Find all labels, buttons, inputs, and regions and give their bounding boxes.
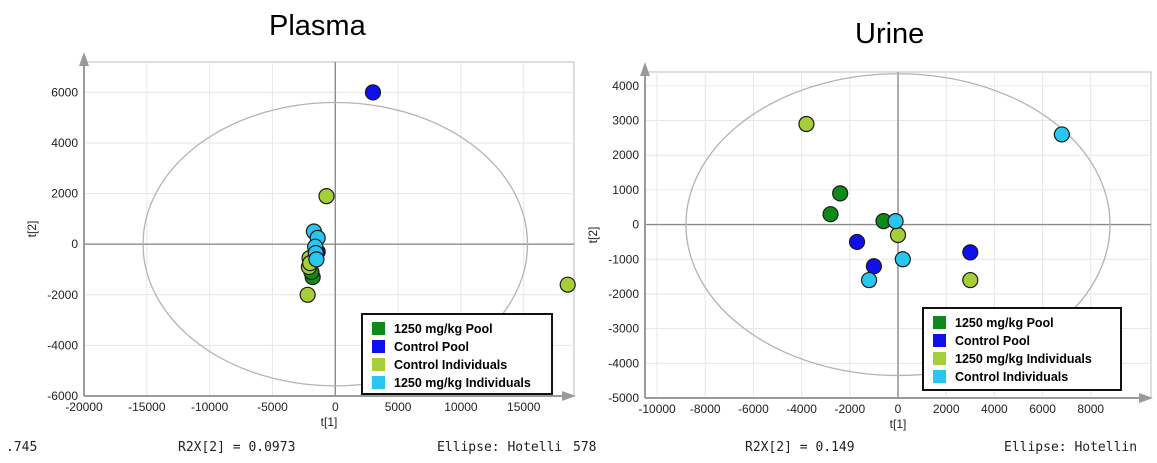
plasma-title: Plasma	[269, 10, 366, 42]
urine-y-tick-label: 0	[632, 218, 639, 232]
urine-x-tick-label: 8000	[1077, 402, 1104, 416]
plasma-legend-swatch	[372, 376, 385, 389]
urine-y-tick-label: -2000	[608, 287, 639, 301]
plasma-x-tick-label: -10000	[191, 400, 229, 414]
urine-y-tick-label: 4000	[612, 79, 639, 93]
urine-y-tick-label: -5000	[608, 391, 639, 405]
urine-legend-label: Control Pool	[955, 334, 1030, 348]
urine-hotelling-ellipse	[685, 73, 1111, 377]
urine-point-1250-mg-kg-individuals	[889, 226, 907, 244]
plasma-y-tick-label: 6000	[51, 85, 78, 99]
urine-x-tick-label: 0	[895, 402, 902, 416]
urine-point-control-pool	[865, 258, 883, 275]
plasma-y-tick-label: 4000	[51, 136, 78, 150]
urine-title: Urine	[855, 18, 925, 50]
plasma-legend-label: 1250 mg/kg Pool	[394, 322, 493, 336]
plasma-x-tick-label: -5000	[257, 400, 288, 414]
urine-point-1250-mg-kg-individuals	[798, 115, 815, 133]
urine-x-tick-label: 6000	[1029, 402, 1056, 416]
plasma-y-tick-label: 2000	[51, 187, 78, 201]
urine-point-1250-mg-kg-pool	[832, 185, 849, 202]
urine-legend-label: 1250 mg/kg Individuals	[955, 352, 1092, 366]
urine-x-axis-label: t[1]	[890, 417, 907, 431]
plasma-point-control-individuals	[318, 188, 335, 205]
plasma-point-control-pool	[364, 84, 382, 101]
urine-legend-label: Control Individuals	[955, 370, 1068, 384]
plasma-y-tick-label: 0	[71, 237, 78, 251]
plasma-x-tick-label: 15000	[507, 400, 541, 414]
urine-legend-swatch	[933, 352, 946, 365]
urine-y-tick-label: -1000	[608, 252, 639, 266]
urine-x-tick-label: -2000	[834, 402, 865, 416]
plasma-hotelling-ellipse	[142, 101, 529, 387]
urine-x-axis-arrow	[1139, 393, 1153, 403]
urine-point-1250-mg-kg-individuals	[962, 271, 979, 289]
urine-y-axis-arrow	[640, 62, 650, 76]
plasma-footer-ellipse: Ellipse: Hotelli	[437, 440, 563, 455]
urine-legend-swatch	[933, 370, 946, 383]
urine-x-tick-label: -6000	[738, 402, 769, 416]
plasma-footer-left: .745	[6, 440, 38, 455]
plasma-y-tick-label: -2000	[47, 288, 78, 302]
urine-legend-swatch	[933, 334, 946, 347]
urine-footer-left: 578	[573, 440, 597, 455]
urine-point-control-pool	[848, 233, 866, 251]
plasma-legend-swatch	[372, 322, 385, 335]
plasma-x-tick-label: 10000	[444, 400, 478, 414]
urine-y-axis-label: t[2]	[586, 227, 600, 244]
plasma-point-control-individuals	[559, 276, 576, 293]
urine-legend	[922, 307, 1122, 391]
urine-x-tick-label: -4000	[786, 402, 817, 416]
urine-point-control-individuals	[887, 213, 904, 230]
plasma-point-1250-mg-kg-individuals	[308, 251, 325, 268]
urine-footer-ellipse: Ellipse: Hotellin	[1004, 440, 1138, 455]
plasma-legend-label: Control Individuals	[394, 358, 507, 372]
plasma-legend-label: 1250 mg/kg Individuals	[394, 376, 531, 390]
plasma-x-tick-label: -15000	[128, 400, 166, 414]
plasma-y-tick-label: -4000	[47, 338, 78, 352]
plasma-legend-swatch	[372, 340, 385, 353]
urine-point-control-individuals	[894, 251, 911, 268]
urine-x-tick-label: 4000	[981, 402, 1008, 416]
urine-legend-swatch	[933, 316, 946, 329]
plasma-point-control-individuals	[299, 286, 316, 303]
plasma-footer-r2x: R2X[2] = 0.0973	[178, 440, 296, 455]
urine-footer-r2x: R2X[2] = 0.149	[745, 440, 855, 455]
plasma-y-axis-arrow	[79, 52, 89, 66]
urine-x-tick-label: -8000	[690, 402, 721, 416]
urine-y-tick-label: 2000	[612, 148, 639, 162]
plasma-x-tick-label: 5000	[385, 400, 412, 414]
urine-point-1250-mg-kg-pool	[822, 206, 839, 223]
plasma-x-tick-label: 0	[332, 400, 339, 414]
plasma-x-axis-arrow	[562, 391, 576, 401]
urine-y-tick-label: -4000	[608, 356, 639, 370]
plasma-score-plot: -20000 -15000 -10000 -5000 0 5000 10000 15000-6…	[25, 52, 576, 429]
plasma-x-axis-label: t[1]	[321, 415, 338, 429]
plasma-legend-label: Control Pool	[394, 340, 469, 354]
urine-x-tick-label: 2000	[933, 402, 960, 416]
plasma-legend	[361, 313, 553, 395]
urine-y-tick-label: 1000	[612, 183, 639, 197]
urine-point-control-individuals	[860, 271, 878, 289]
urine-score-plot: -10000 -8000 -6000 -4000 -2000 0 2000 4000 6000 8…	[586, 62, 1153, 431]
urine-y-tick-label: -3000	[608, 322, 639, 336]
plasma-y-tick-label: -6000	[47, 389, 78, 403]
urine-y-tick-label: 3000	[612, 114, 639, 128]
urine-point-control-pool	[962, 244, 979, 261]
urine-legend-label: 1250 mg/kg Pool	[955, 316, 1054, 330]
urine-x-tick-label: -10000	[638, 402, 676, 416]
plasma-x-tick-label: -20000	[65, 400, 103, 414]
plasma-legend-swatch	[372, 358, 385, 371]
urine-point-control-individuals	[1053, 126, 1070, 143]
plasma-y-axis-label: t[2]	[25, 221, 39, 238]
